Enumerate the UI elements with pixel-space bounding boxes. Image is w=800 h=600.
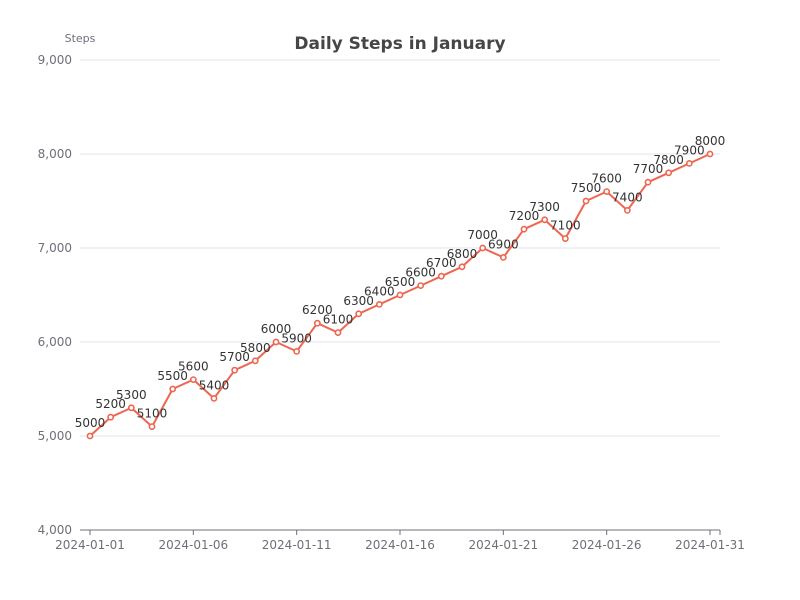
- data-label: 6100: [323, 313, 354, 327]
- data-point[interactable]: [211, 396, 216, 401]
- chart-title: Daily Steps in January: [294, 34, 505, 54]
- data-label: 5300: [116, 388, 147, 402]
- data-point[interactable]: [563, 236, 568, 241]
- data-point[interactable]: [191, 377, 196, 382]
- y-tick-label: 9,000: [38, 53, 72, 67]
- y-tick-label: 5,000: [38, 429, 72, 443]
- data-point[interactable]: [149, 424, 154, 429]
- y-tick-label: 7,000: [38, 241, 72, 255]
- data-point[interactable]: [418, 283, 423, 288]
- x-tick-label: 2024-01-26: [572, 538, 642, 552]
- data-label: 5100: [137, 407, 168, 421]
- x-tick-label: 2024-01-11: [262, 538, 332, 552]
- data-point[interactable]: [501, 255, 506, 260]
- data-point[interactable]: [604, 189, 609, 194]
- x-tick-label: 2024-01-01: [55, 538, 125, 552]
- data-point[interactable]: [294, 349, 299, 354]
- x-tick-label: 2024-01-06: [158, 538, 228, 552]
- data-label: 6800: [447, 247, 478, 261]
- data-point[interactable]: [273, 339, 278, 344]
- data-point[interactable]: [335, 330, 340, 335]
- data-point[interactable]: [253, 358, 258, 363]
- data-label: 7300: [529, 200, 560, 214]
- data-label: 7600: [591, 172, 622, 186]
- data-point[interactable]: [232, 368, 237, 373]
- data-point[interactable]: [625, 208, 630, 213]
- y-tick-label: 4,000: [38, 523, 72, 537]
- data-point[interactable]: [707, 151, 712, 156]
- data-label: 5900: [281, 331, 312, 345]
- data-label: 5800: [240, 341, 271, 355]
- x-tick-label: 2024-01-21: [468, 538, 538, 552]
- y-axis: 4,000 5,000 6,000 7,000 8,000 9,000: [38, 53, 72, 537]
- data-point[interactable]: [377, 302, 382, 307]
- data-point[interactable]: [687, 161, 692, 166]
- data-point[interactable]: [666, 170, 671, 175]
- data-label: 7400: [612, 190, 643, 204]
- data-point[interactable]: [459, 264, 464, 269]
- y-axis-unit-label: Steps: [65, 32, 96, 45]
- data-label: 6900: [488, 237, 519, 251]
- data-label: 7100: [550, 219, 581, 233]
- data-labels: 5000520053005100550056005400570058006000…: [75, 134, 726, 430]
- data-point[interactable]: [170, 386, 175, 391]
- y-tick-label: 6,000: [38, 335, 72, 349]
- data-point[interactable]: [356, 311, 361, 316]
- data-point[interactable]: [439, 274, 444, 279]
- data-label: 8000: [695, 134, 726, 148]
- data-point[interactable]: [480, 245, 485, 250]
- data-label: 5000: [75, 416, 106, 430]
- x-tick-label: 2024-01-31: [675, 538, 745, 552]
- data-point[interactable]: [87, 433, 92, 438]
- data-point[interactable]: [645, 180, 650, 185]
- data-point[interactable]: [108, 415, 113, 420]
- data-point[interactable]: [583, 198, 588, 203]
- x-tick-label: 2024-01-16: [365, 538, 435, 552]
- data-point[interactable]: [315, 321, 320, 326]
- data-point[interactable]: [521, 227, 526, 232]
- data-label: 5400: [199, 378, 230, 392]
- data-point[interactable]: [542, 217, 547, 222]
- data-label: 5600: [178, 360, 209, 374]
- data-point[interactable]: [129, 405, 134, 410]
- data-point[interactable]: [397, 292, 402, 297]
- x-axis: 2024-01-01 2024-01-06 2024-01-11 2024-01-16…: [55, 530, 745, 552]
- y-tick-label: 8,000: [38, 147, 72, 161]
